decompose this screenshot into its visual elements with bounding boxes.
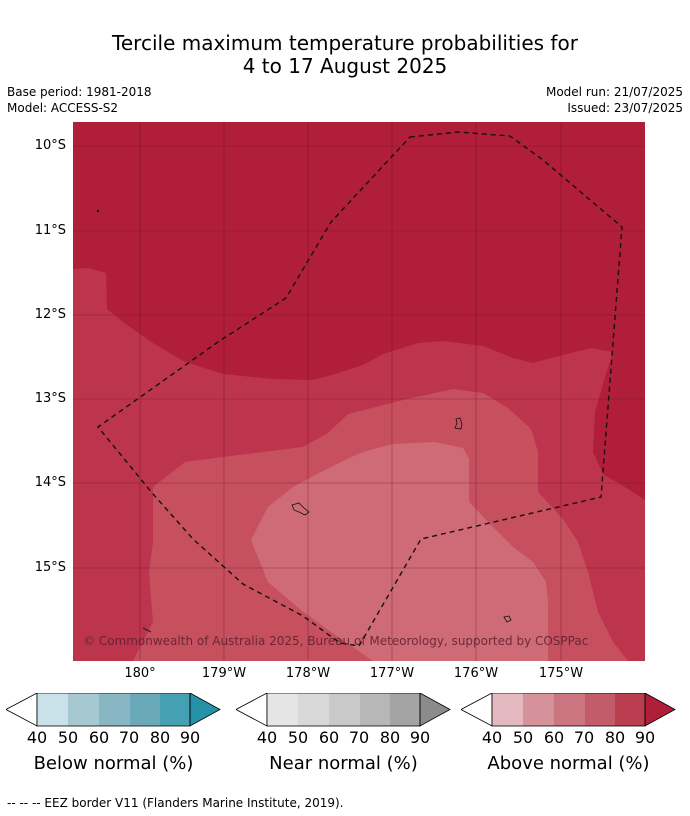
colorbar-segment [390,693,420,726]
graticule [73,122,645,661]
probability-map: © Commonwealth of Australia 2025, Bureau… [73,122,645,661]
model-name: Model: ACCESS-S2 [7,101,119,115]
colorbar-segment [523,693,554,726]
colorbar-segment [130,693,160,726]
lon-label: 177°W [369,666,415,681]
lat-label: 11°S [34,223,66,238]
colorbar-tick: 40 [481,728,503,747]
colorbar-segment [615,693,645,726]
colorbar-segment [585,693,615,726]
chart-title-line1: Tercile maximum temperature probabilitie… [112,31,578,55]
copyright-text: © Commonwealth of Australia 2025, Bureau… [83,634,588,648]
colorbar-tick: 40 [26,728,48,747]
lon-label: 179°W [201,666,247,681]
lat-label: 13°S [34,391,66,406]
lat-label: 12°S [34,307,66,322]
lat-label: 15°S [34,560,66,575]
colorbar-tick: 40 [256,728,278,747]
colorbar-segment [68,693,99,726]
colorbar-label-below: Below normal (%) [33,753,194,774]
lon-label: 176°W [453,666,499,681]
model-run: Model run: 21/07/2025 [545,85,683,99]
base-period: Base period: 1981-2018 [7,85,152,99]
colorbar-segment [329,693,360,726]
colorbar-below-normal [6,693,221,727]
colorbar-segment [461,693,493,727]
colorbar-tick: 80 [604,728,626,747]
colorbar-segment [37,693,68,726]
colorbar-segment [99,693,130,726]
colorbar-segment [644,693,676,727]
colorbar-segment [554,693,585,726]
lat-label: 14°S [34,475,66,490]
colorbar-tick: 60 [318,728,340,747]
eez-border [96,131,623,647]
colorbar-segment [6,693,38,727]
colorbar-tick: 70 [348,728,370,747]
colorbar-segment [492,693,523,726]
colorbar-tick: 70 [118,728,140,747]
lon-label: 178°W [285,666,331,681]
colorbar-segment [189,693,221,727]
eez-legend-note: -- -- -- EEZ border V11 (Flanders Marine… [7,796,344,810]
colorbar-tick: 80 [149,728,171,747]
lon-label: 175°W [538,666,584,681]
colorbar-tick: 50 [57,728,79,747]
colorbar-segment [419,693,451,727]
colorbar-tick: 80 [379,728,401,747]
colorbar-tick: 50 [512,728,534,747]
colorbar-tick: 60 [543,728,565,747]
colorbar-label-above: Above normal (%) [487,753,650,774]
colorbar-tick: 90 [409,728,431,747]
colorbar-above-normal [461,693,676,727]
region-above-60 [251,442,548,661]
colorbar-tick: 70 [573,728,595,747]
colorbar-tick: 60 [88,728,110,747]
issued-date: Issued: 23/07/2025 [567,101,683,115]
colorbar-segment [267,693,298,726]
colorbar-near-normal [236,693,451,727]
colorbar-tick: 50 [287,728,309,747]
colorbar-tick: 90 [179,728,201,747]
chart-title-line2: 4 to 17 August 2025 [242,54,448,78]
colorbar-segment [236,693,268,727]
colorbar-label-near: Near normal (%) [269,753,418,774]
islands [96,209,512,633]
colorbar-segment [160,693,190,726]
colorbar-tick: 90 [634,728,656,747]
colorbar-segment [360,693,390,726]
colorbar-segment [298,693,329,726]
lat-label: 10°S [34,138,66,153]
lon-label: 180° [124,666,156,681]
